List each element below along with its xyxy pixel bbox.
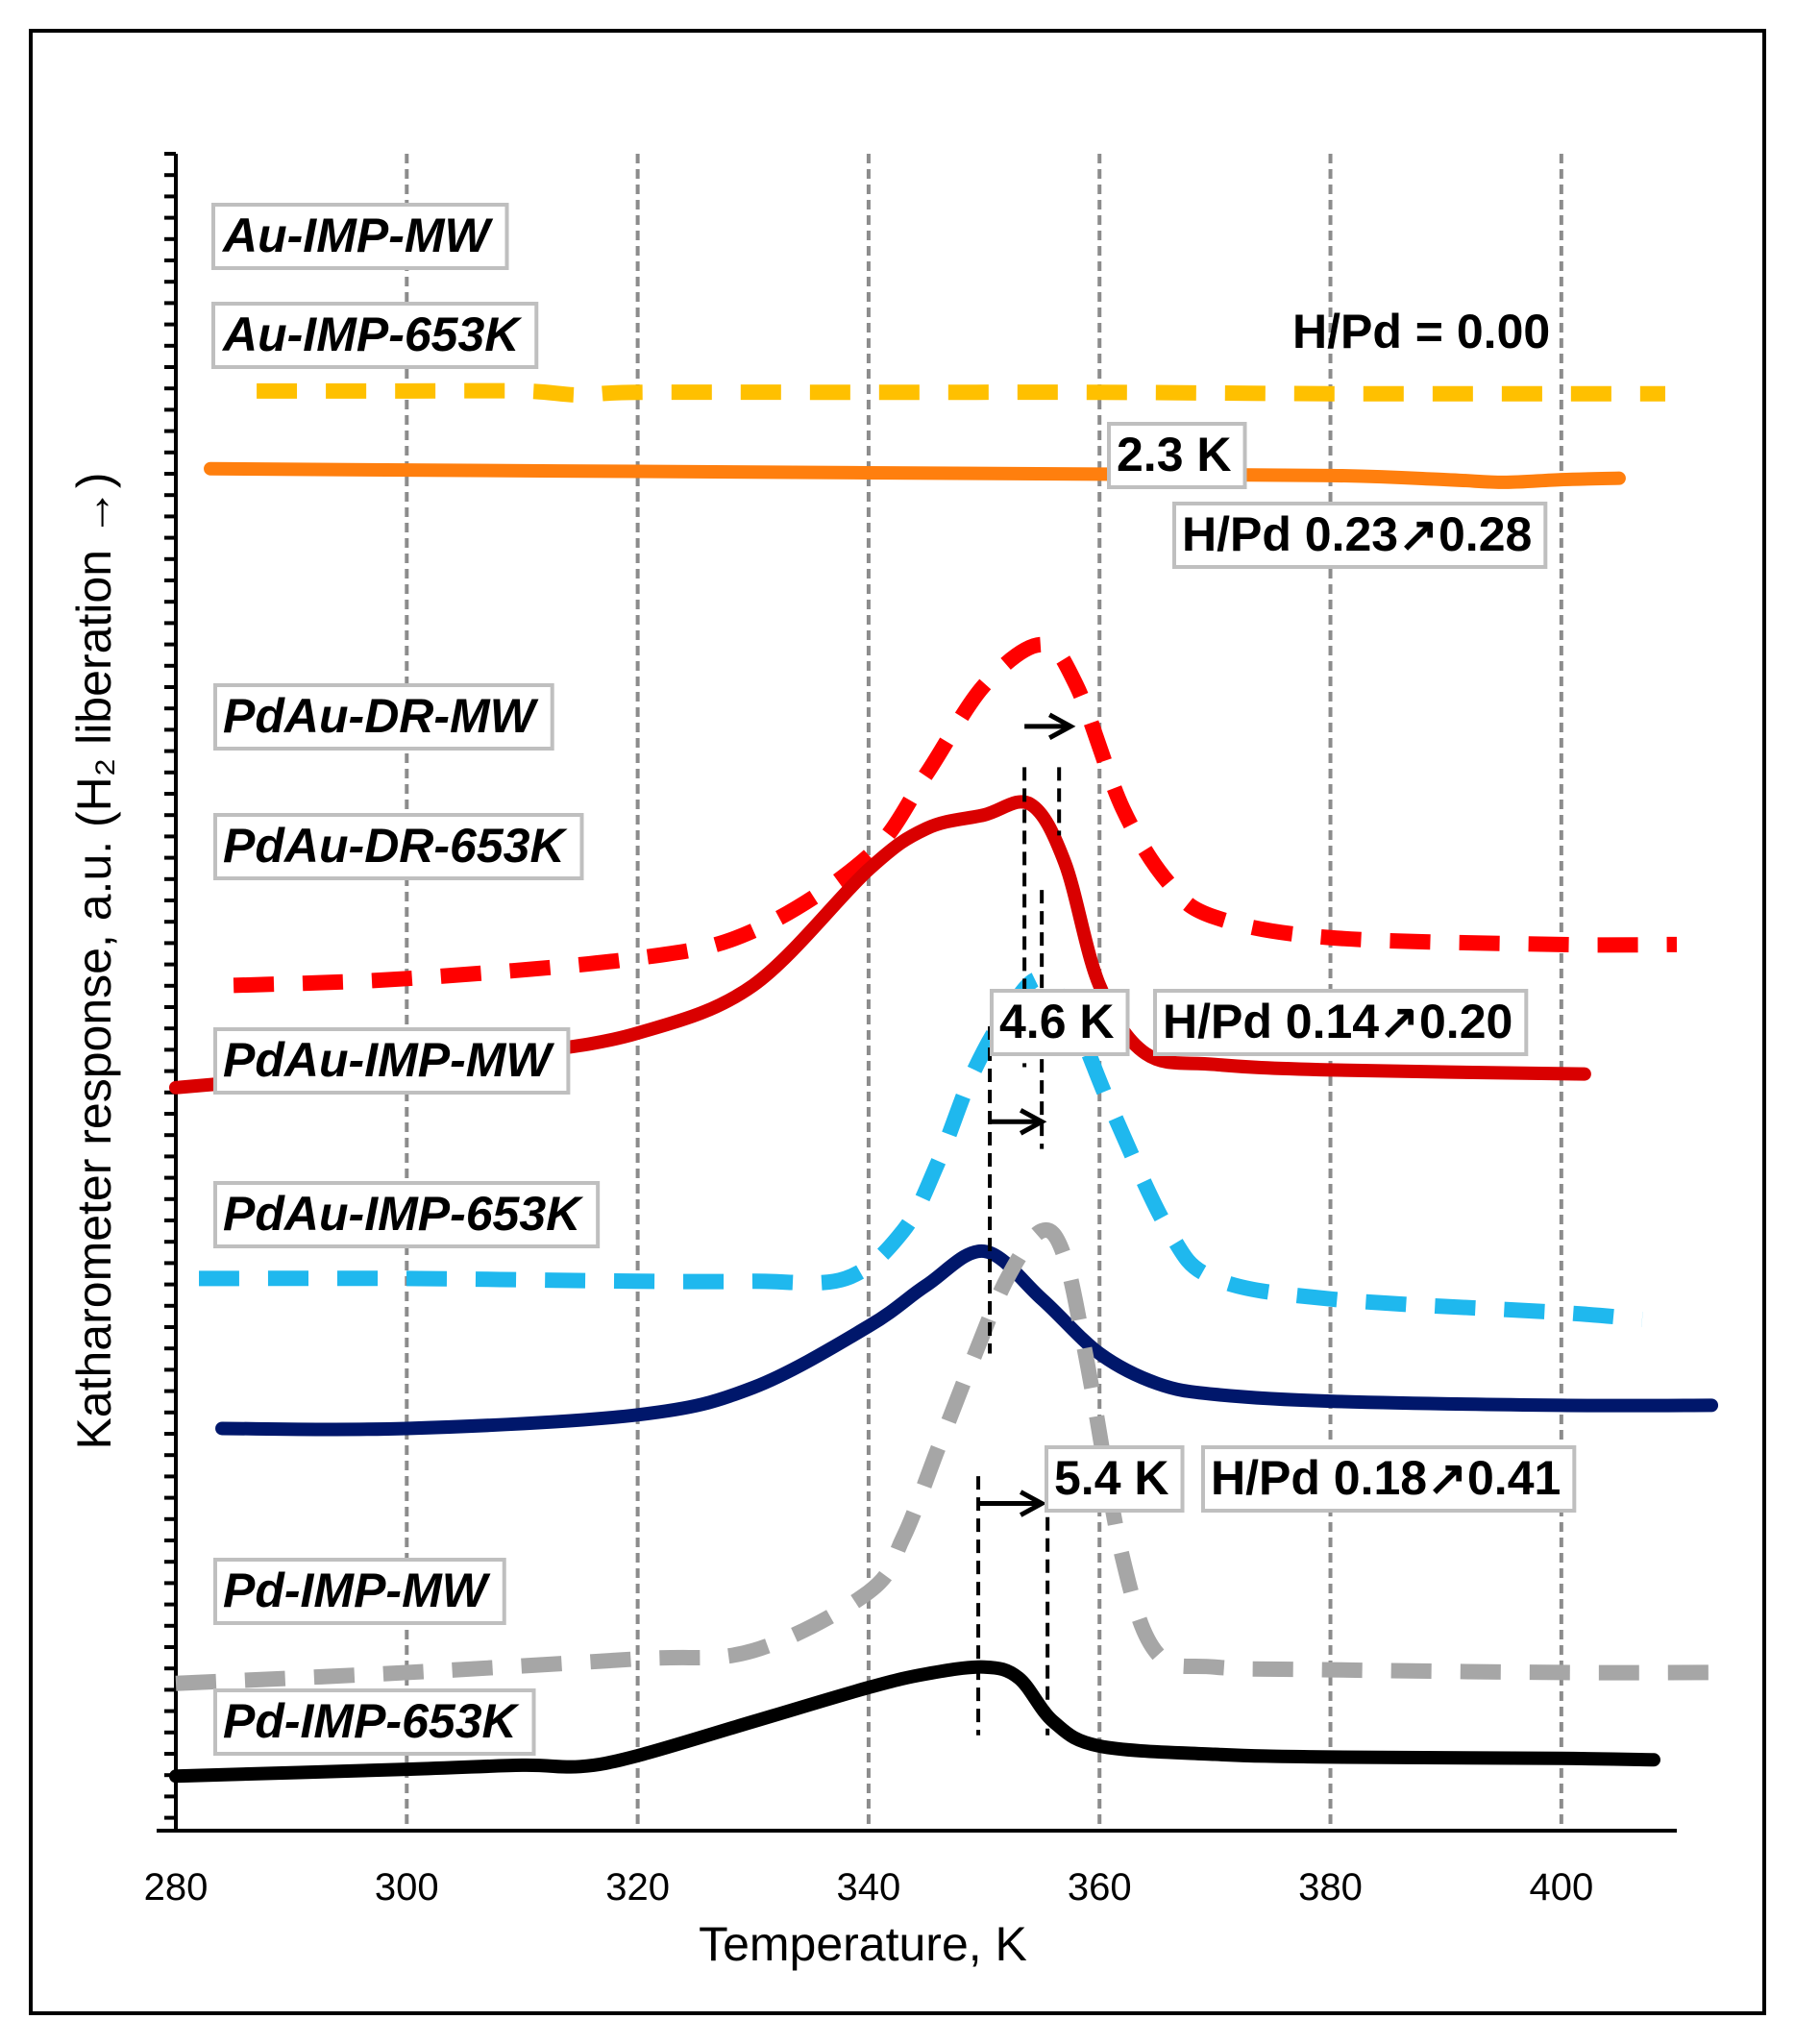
annotation-3-group: 4.6 K [990, 989, 1130, 1056]
series-line-pdau-imp-mw [199, 971, 1643, 1327]
x-tick-label: 320 [605, 1866, 670, 1909]
x-tick-label: 380 [1298, 1866, 1363, 1909]
x-tick-label: 340 [837, 1866, 901, 1909]
annotation-4-group: H/Pd 0.14↗0.20 [1153, 989, 1529, 1056]
series-label-pdau-dr-653k-box [213, 813, 584, 880]
annotation-5-box [1045, 1445, 1185, 1513]
series-label-pdau-imp-mw: PdAu-IMP-MW [223, 1033, 554, 1087]
annotation-1: 2.3 K [1117, 428, 1232, 481]
annotation-1-group: 2.3 K [1107, 422, 1247, 489]
series-label-pdau-imp-653k-box [213, 1181, 601, 1248]
annotation-6-box [1201, 1445, 1577, 1513]
annotation-0-group: H/Pd = 0.00 [1292, 305, 1550, 358]
axes [157, 152, 1677, 1833]
series-label-pdau-dr-mw: PdAu-DR-MW [223, 689, 539, 743]
series-label-pd-imp-653k: Pd-IMP-653K [223, 1694, 521, 1748]
series-label-pd-imp-mw-group: Pd-IMP-MW [213, 1558, 506, 1625]
x-tick-label: 360 [1068, 1866, 1132, 1909]
series-line-au-imp-653k [204, 461, 1626, 489]
series-label-pdau-imp-653k-group: PdAu-IMP-653K [213, 1181, 601, 1248]
series-line-pd-imp-653k [169, 1660, 1660, 1784]
x-tick-labels: 280 300 320 340 360 380 400 [144, 1866, 1594, 1909]
y-axis-title: Katharometer response, a.u. (H₂ liberati… [67, 472, 121, 1449]
annotation-4-box [1153, 989, 1529, 1056]
annotation-6: H/Pd 0.18↗0.41 [1211, 1451, 1561, 1505]
shift-arrow-head [1047, 712, 1076, 741]
series-line-pdau-imp-653k [215, 1244, 1719, 1437]
annotation-3-box [990, 989, 1130, 1056]
series-label-pd-imp-mw: Pd-IMP-MW [223, 1564, 491, 1617]
annotation-2-box [1172, 502, 1548, 569]
series-label-pd-imp-653k-group: Pd-IMP-653K [213, 1688, 536, 1756]
annotation-3: 4.6 K [999, 995, 1115, 1048]
series-label-pdau-dr-653k-group: PdAu-DR-653K [213, 813, 584, 880]
series-label-au-imp-mw-group: Au-IMP-MW [211, 203, 509, 270]
series-label-pdau-dr-mw-box [213, 683, 554, 751]
series-line-au-imp-mw [257, 382, 1665, 404]
shift-arrow-head [1019, 1108, 1047, 1136]
figure-frame [29, 29, 1766, 2015]
annotation-5-group: 5.4 K [1045, 1445, 1185, 1513]
series-label-pd-imp-653k-box [213, 1688, 536, 1756]
series-label-pdau-imp-mw-group: PdAu-IMP-MW [213, 1027, 571, 1095]
annotation-4: H/Pd 0.14↗0.20 [1163, 995, 1512, 1048]
series-label-pdau-dr-653k: PdAu-DR-653K [223, 819, 568, 873]
series-label-au-imp-mw: Au-IMP-MW [221, 209, 493, 262]
shift-arrow-head [1019, 1490, 1047, 1517]
series-line-pd-imp-mw [175, 1222, 1712, 1691]
series-label-pd-imp-mw-box [213, 1558, 506, 1625]
annotation-2-group: H/Pd 0.23↗0.28 [1172, 502, 1548, 569]
annotation-5: 5.4 K [1054, 1451, 1169, 1505]
series-label-pdau-dr-mw-group: PdAu-DR-MW [213, 683, 554, 751]
series-label-au-imp-mw-box [211, 203, 509, 270]
annotation-2: H/Pd 0.23↗0.28 [1182, 507, 1532, 561]
x-axis-title: Temperature, K [699, 1917, 1027, 1971]
x-tick-label: 280 [144, 1866, 209, 1909]
annotation-1-box [1107, 422, 1247, 489]
series-label-au-imp-653k: Au-IMP-653K [221, 308, 523, 361]
annotation-6-group: H/Pd 0.18↗0.41 [1201, 1445, 1577, 1513]
series-label-au-imp-653k-box [211, 302, 539, 369]
series-label-au-imp-653k-group: Au-IMP-653K [211, 302, 539, 369]
annotations: H/Pd = 0.00 2.3 K H/Pd 0.23↗0.28 4.6 K H/Pd … [990, 305, 1577, 1513]
x-tick-label: 300 [375, 1866, 439, 1909]
series-line-pdau-dr-mw [233, 636, 1678, 994]
series-labels: Au-IMP-MW Au-IMP-653K PdAu-DR-MW PdAu-DR-65… [211, 203, 601, 1756]
peak-markers [976, 712, 1076, 1736]
annotation-0: H/Pd = 0.00 [1292, 305, 1550, 358]
series-label-pdau-imp-mw-box [213, 1027, 571, 1095]
x-tick-label: 400 [1529, 1866, 1593, 1909]
series-label-pdau-imp-653k: PdAu-IMP-653K [223, 1187, 584, 1241]
